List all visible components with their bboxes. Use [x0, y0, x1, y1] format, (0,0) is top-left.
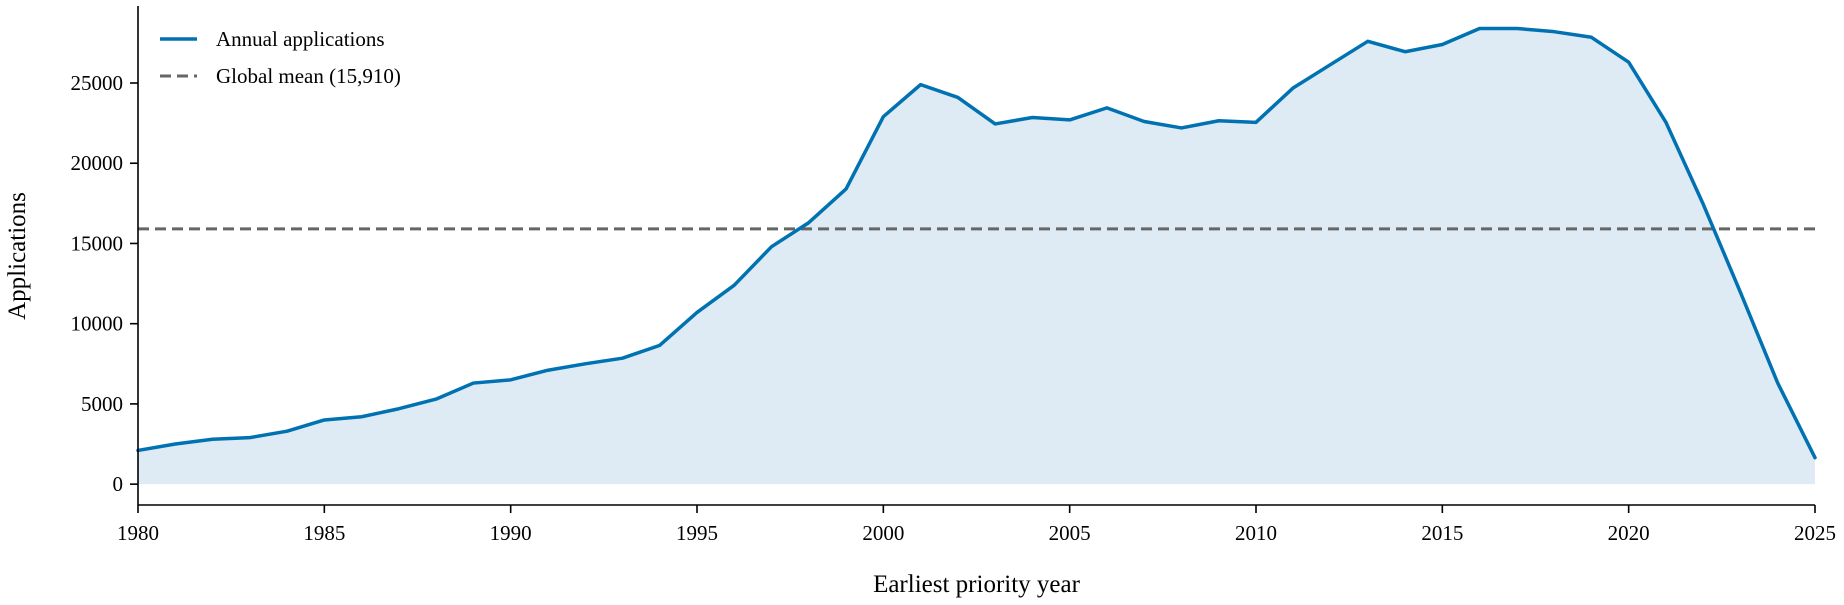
- legend-label-global-mean: Global mean (15,910): [216, 64, 401, 88]
- y-ticks: 0 5000 10000 15000 20000 25000: [71, 71, 138, 496]
- series-line-annual-applications: [136, 26, 1817, 460]
- plot-area: [136, 26, 1817, 485]
- area-fill: [138, 28, 1815, 485]
- x-axis-label: Earliest priority year: [873, 571, 1081, 598]
- y-tick-label: 5000: [81, 392, 123, 416]
- x-tick-label: 1985: [303, 521, 345, 545]
- y-tick-label: 0: [113, 472, 124, 496]
- y-tick-label: 10000: [71, 312, 124, 336]
- x-tick-label: 2025: [1794, 521, 1836, 545]
- x-tick-label: 2020: [1608, 521, 1650, 545]
- y-tick-label: 15000: [71, 231, 124, 255]
- x-tick-label: 2000: [862, 521, 904, 545]
- legend-label-annual-applications: Annual applications: [216, 27, 385, 51]
- x-ticks: 1980 1985 1990 1995 2000 2005 2010 2015 2020 2025: [117, 505, 1836, 545]
- y-axis-label: Applications: [4, 192, 31, 320]
- x-tick-label: 2005: [1049, 521, 1091, 545]
- x-tick-label: 1980: [117, 521, 159, 545]
- x-tick-label: 1990: [490, 521, 532, 545]
- y-tick-label: 20000: [71, 151, 124, 175]
- y-tick-label: 25000: [71, 71, 124, 95]
- legend: Annual applications Global mean (15,910): [160, 27, 401, 88]
- x-tick-label: 2015: [1421, 521, 1463, 545]
- x-tick-label: 1995: [676, 521, 718, 545]
- x-tick-label: 2010: [1235, 521, 1277, 545]
